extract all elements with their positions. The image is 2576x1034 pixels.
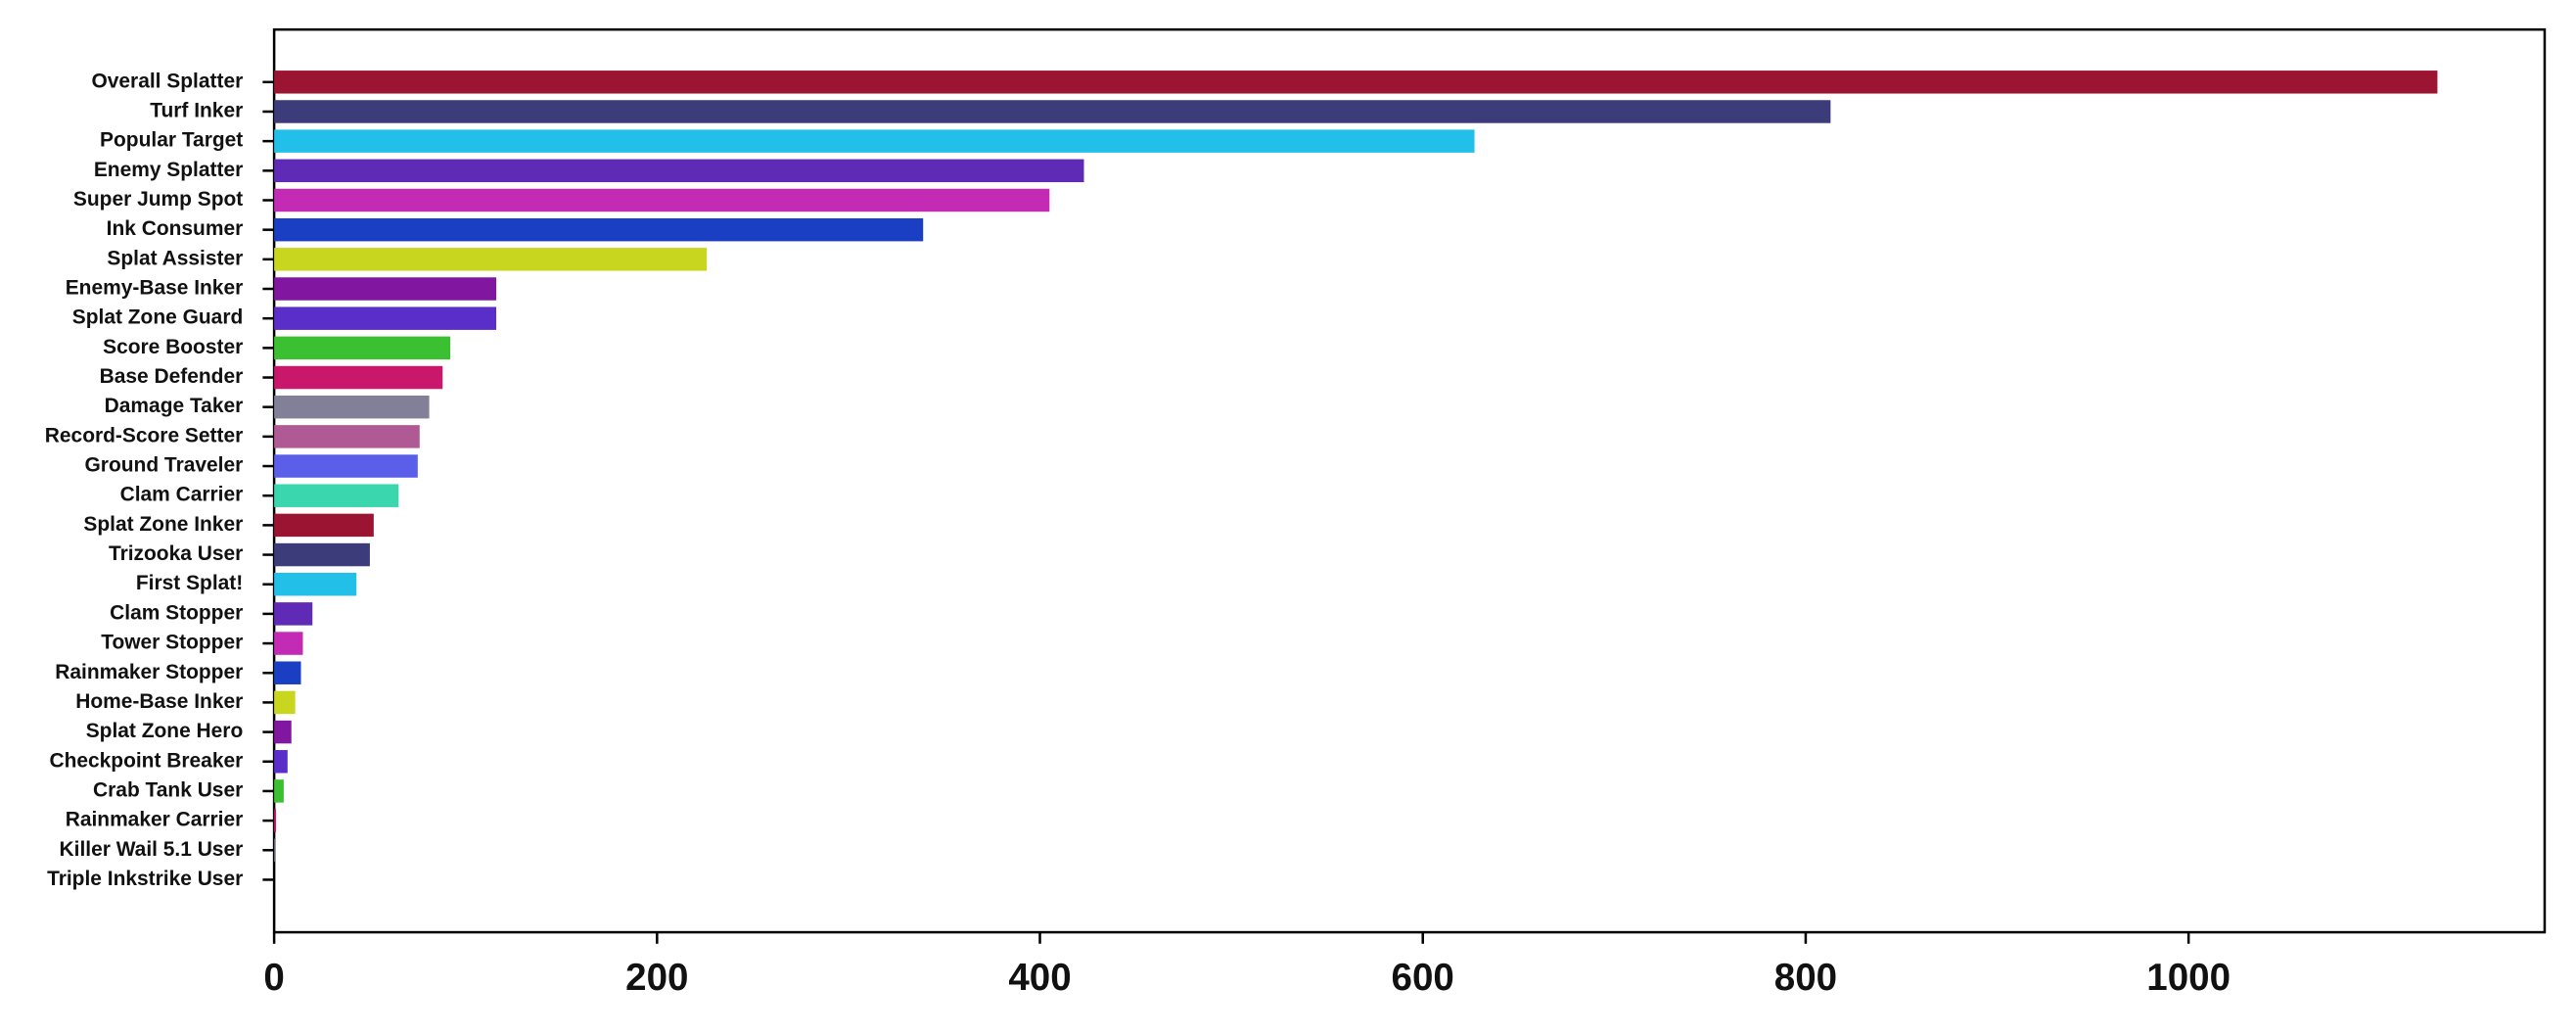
plot-frame <box>272 27 2547 934</box>
x-tick-label: 600 <box>1392 957 1454 999</box>
bar <box>274 720 292 744</box>
x-tick-label: 400 <box>1008 957 1071 999</box>
bar <box>274 336 451 360</box>
y-tick-label: Record-Score Setter <box>45 424 243 446</box>
y-tick-label: Home-Base Inker <box>75 690 243 713</box>
bar <box>274 306 497 330</box>
x-tick-label: 800 <box>1774 957 1837 999</box>
y-tick-label: Clam Carrier <box>120 484 244 506</box>
bar <box>274 100 1831 123</box>
bar <box>274 277 497 301</box>
y-tick-label: Ground Traveler <box>85 454 244 477</box>
bar <box>274 129 1475 153</box>
y-tick-label: Enemy-Base Inker <box>66 277 244 300</box>
bar <box>274 690 296 715</box>
bar <box>274 838 275 862</box>
bar <box>274 513 374 538</box>
bar <box>274 484 399 507</box>
bar <box>274 217 924 242</box>
y-tick-label: First Splat! <box>136 572 243 594</box>
y-tick-label: Checkpoint Breaker <box>49 749 243 772</box>
y-tick-label: Super Jump Spot <box>73 188 243 211</box>
bar <box>274 661 301 684</box>
y-tick-label: Tower Stopper <box>101 632 243 654</box>
bar <box>274 159 1084 183</box>
bar <box>274 602 313 626</box>
bar <box>274 454 418 478</box>
bar <box>274 425 420 448</box>
y-tick-label: Trizooka User <box>109 542 243 565</box>
y-tick-label: Enemy Splatter <box>94 159 243 181</box>
bar <box>274 542 370 567</box>
y-tick-label: Splat Assister <box>107 247 243 269</box>
bar <box>274 248 708 271</box>
bar <box>274 365 443 390</box>
y-tick-label: Rainmaker Carrier <box>66 809 244 831</box>
y-tick-label: Overall Splatter <box>91 70 243 92</box>
bar <box>274 809 277 832</box>
x-tick-label: 0 <box>263 957 284 999</box>
bar <box>274 779 284 803</box>
y-tick-label: Killer Wail 5.1 User <box>60 838 244 861</box>
y-tick-label: Score Booster <box>103 336 243 358</box>
y-tick-label: Ink Consumer <box>107 217 244 240</box>
bar <box>274 70 2438 94</box>
y-tick-label: Turf Inker <box>150 100 243 122</box>
y-tick-label: Crab Tank User <box>93 778 243 801</box>
y-tick-label: Rainmaker Stopper <box>55 661 243 683</box>
bar <box>274 188 1050 212</box>
y-tick-label: Popular Target <box>100 129 243 152</box>
bar <box>274 572 357 596</box>
y-tick-label: Splat Zone Guard <box>72 306 244 329</box>
y-tick-label: Damage Taker <box>105 395 244 417</box>
bar <box>274 395 430 419</box>
x-tick-label: 1000 <box>2146 957 2231 999</box>
y-tick-label: Clam Stopper <box>110 601 243 624</box>
y-tick-label: Triple Inkstrike User <box>47 868 243 890</box>
y-tick-label: Base Defender <box>100 365 244 388</box>
bar <box>274 632 303 655</box>
y-tick-label: Splat Zone Inker <box>83 513 243 536</box>
x-tick-label: 200 <box>625 957 688 999</box>
y-tick-label: Splat Zone Hero <box>86 720 244 742</box>
bar <box>274 750 288 774</box>
